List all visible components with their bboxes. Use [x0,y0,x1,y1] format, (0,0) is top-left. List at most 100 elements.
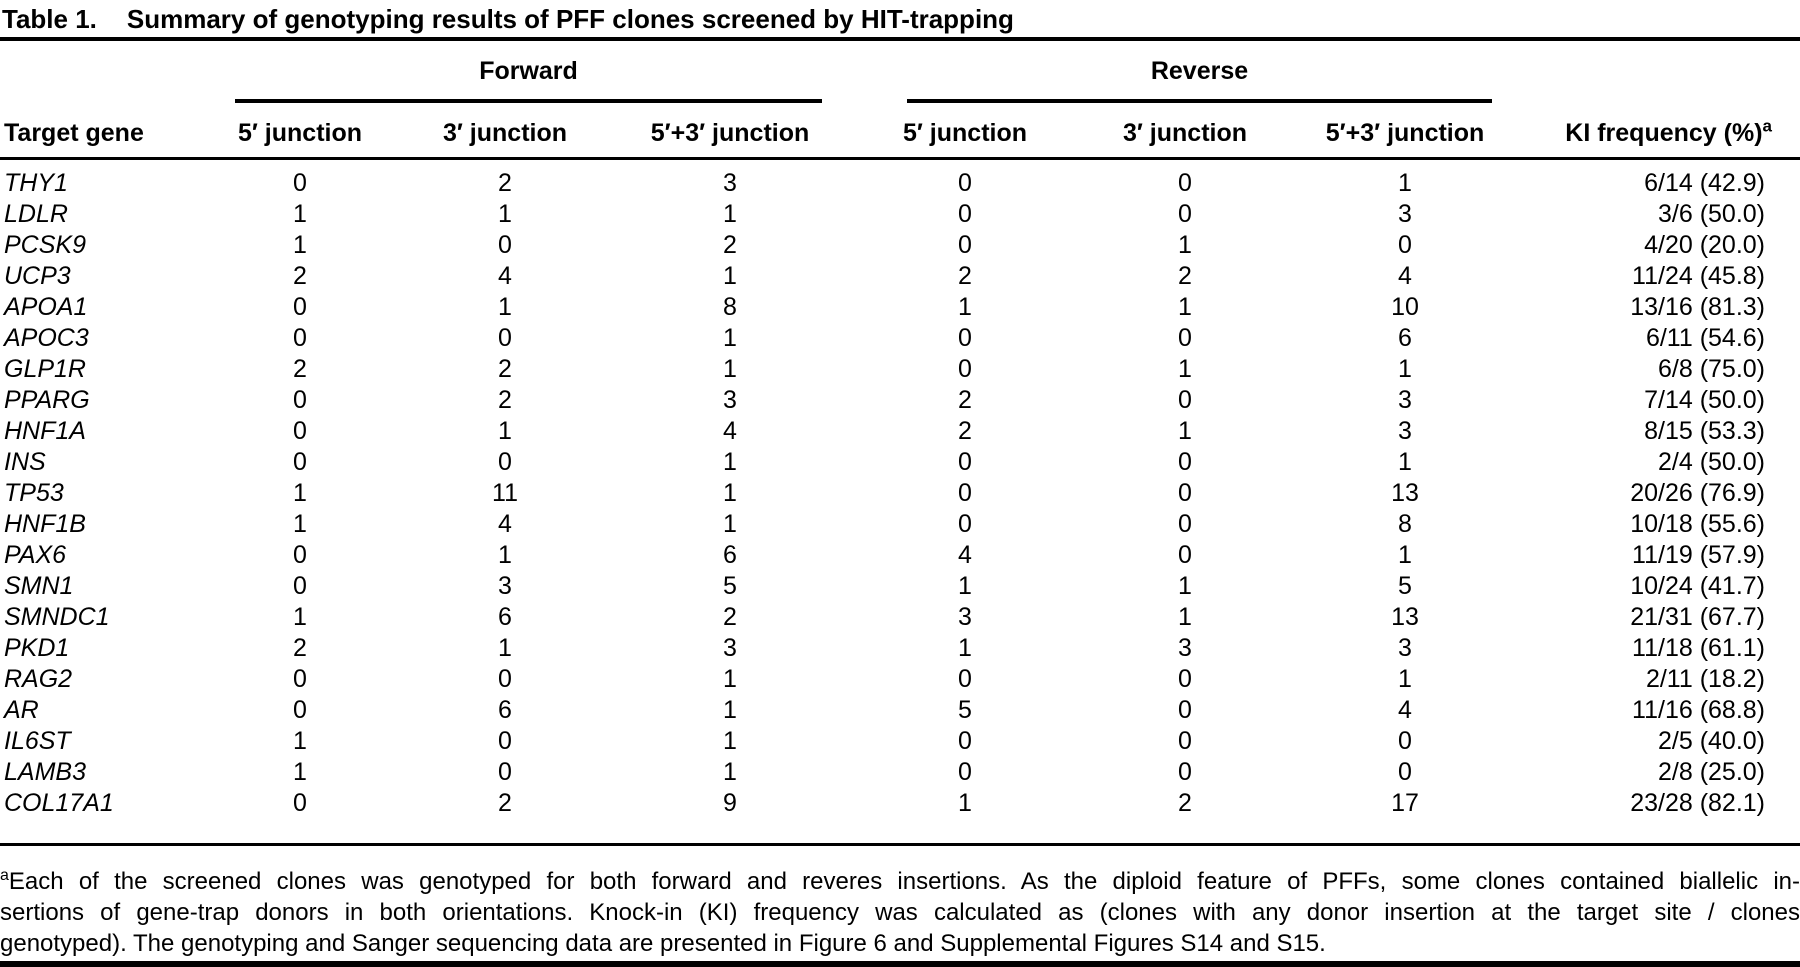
fwd-5-junction-cell: 2 [293,262,307,290]
table-row: SMNDC1 1 6 2 3 1 13 21/31 (67.7) [0,602,1800,633]
fwd-5-junction-cell: 2 [293,634,307,662]
column-header-row: Target gene 5′ junction 3′ junction 5′+3… [0,103,1800,160]
rev-5-junction-cell: 0 [958,727,972,755]
gene-name-cell: PKD1 [4,634,70,662]
fwd-5-3-junction-cell: 9 [723,789,737,817]
fwd-3-junction-cell: 0 [498,665,512,693]
table-row: SMN1 0 3 5 1 1 5 10/24 (41.7) [0,571,1800,602]
fwd-3-junction-cell: 2 [498,789,512,817]
table-row: PAX6 0 1 6 4 0 1 11/19 (57.9) [0,540,1800,571]
fwd-5-junction-cell: 0 [293,386,307,414]
fwd-5-junction-cell: 0 [293,448,307,476]
rev-5-junction-cell: 2 [958,386,972,414]
rev-5-3-junction-cell: 4 [1398,262,1412,290]
rev-5-3-junction-cell: 3 [1398,200,1412,228]
ki-frequency-cell: 2/8 (25.0) [1658,758,1766,786]
rev-5-junction-cell: 1 [958,293,972,321]
footnote-line-2: sertions of gene-trap donors in both ori… [0,897,1800,928]
fwd-5-junction-cell: 0 [293,541,307,569]
rev-5-junction-cell: 1 [958,789,972,817]
ki-frequency-cell: 10/18 (55.6) [1630,510,1766,538]
ki-frequency-cell: 7/14 (50.0) [1644,386,1766,414]
ki-frequency-cell: 20/26 (76.9) [1630,479,1766,507]
rev-5-3-junction-cell: 8 [1398,510,1412,538]
fwd-3-junction-cell: 3 [498,572,512,600]
rev-3-junction-cell: 1 [1178,603,1192,631]
fwd-3-junction-cell: 2 [498,386,512,414]
fwd-3-junction-cell: 0 [498,727,512,755]
table-row: TP53 1 11 1 0 0 13 20/26 (76.9) [0,478,1800,509]
rev-3-junction-cell: 0 [1178,665,1192,693]
table-row: RAG2 0 0 1 0 0 1 2/11 (18.2) [0,664,1800,695]
header-fwd-5-junction: 5′ junction [200,103,400,160]
rev-5-junction-cell: 0 [958,169,972,197]
rev-3-junction-cell: 0 [1178,727,1192,755]
rev-3-junction-cell: 1 [1178,572,1192,600]
rev-5-3-junction-cell: 1 [1398,169,1412,197]
table-body: THY1 0 2 3 0 0 1 6/14 (42.9) LDLR 1 1 1 … [0,159,1800,820]
rev-3-junction-cell: 1 [1178,417,1192,445]
ki-frequency-cell: 6/14 (42.9) [1644,169,1766,197]
genotyping-table: Forward Reverse Target gene 5′ junction … [0,41,1800,819]
rev-5-junction-cell: 5 [958,696,972,724]
fwd-5-junction-cell: 0 [293,696,307,724]
footnote-line-1: aEach of the screened clones was genotyp… [0,866,1800,897]
fwd-5-3-junction-cell: 1 [723,665,737,693]
rev-5-junction-cell: 0 [958,479,972,507]
fwd-3-junction-cell: 0 [498,758,512,786]
table-row: APOA1 0 1 8 1 1 10 13/16 (81.3) [0,292,1800,323]
rev-3-junction-cell: 0 [1178,448,1192,476]
rev-5-junction-cell: 1 [958,572,972,600]
footnote-line-3: genotyped). The genotyping and Sanger se… [0,928,1800,959]
table-row: LDLR 1 1 1 0 0 3 3/6 (50.0) [0,199,1800,230]
table-bottom-rule [0,843,1800,846]
fwd-5-junction-cell: 0 [293,324,307,352]
rev-5-junction-cell: 0 [958,665,972,693]
ki-frequency-cell: 3/6 (50.0) [1658,200,1766,228]
footnote-marker: a [0,867,9,884]
page-bottom-rule [0,961,1800,967]
header-target-gene: Target gene [0,103,200,160]
fwd-5-3-junction-cell: 1 [723,262,737,290]
rev-5-junction-cell: 0 [958,355,972,383]
rev-5-3-junction-cell: 10 [1391,293,1419,321]
ki-frequency-cell: 2/5 (40.0) [1658,727,1766,755]
rev-5-junction-cell: 1 [958,634,972,662]
footnote-line-1-text: Each of the screened clones was genotype… [8,868,1800,895]
rev-3-junction-cell: 2 [1178,262,1192,290]
ki-frequency-cell: 21/31 (67.7) [1630,603,1766,631]
rev-5-junction-cell: 0 [958,758,972,786]
fwd-5-junction-cell: 1 [293,479,307,507]
ki-frequency-cell: 11/16 (68.8) [1632,696,1766,724]
fwd-5-3-junction-cell: 1 [723,758,737,786]
table-row: APOC3 0 0 1 0 0 6 6/11 (54.6) [0,323,1800,354]
rev-3-junction-cell: 0 [1178,541,1192,569]
fwd-3-junction-cell: 4 [498,510,512,538]
ki-frequency-cell: 2/4 (50.0) [1658,448,1766,476]
reverse-group-label: Reverse [907,57,1493,103]
rev-5-junction-cell: 2 [958,262,972,290]
table-row: GLP1R 2 2 1 0 1 1 6/8 (75.0) [0,354,1800,385]
fwd-3-junction-cell: 1 [498,541,512,569]
fwd-5-3-junction-cell: 2 [723,231,737,259]
fwd-5-3-junction-cell: 1 [723,696,737,724]
rev-3-junction-cell: 0 [1178,696,1192,724]
gene-name-cell: COL17A1 [4,789,114,817]
ki-frequency-cell: 6/8 (75.0) [1658,355,1766,383]
group-header-row: Forward Reverse [0,41,1800,103]
gene-name-cell: AR [4,696,39,724]
rev-5-3-junction-cell: 13 [1391,603,1419,631]
rev-5-3-junction-cell: 13 [1391,479,1419,507]
gene-name-cell: TP53 [4,479,64,507]
ki-frequency-cell: 6/11 (54.6) [1645,324,1766,352]
gene-name-cell: LDLR [4,200,68,228]
ki-frequency-cell: 11/24 (45.8) [1632,262,1766,290]
rev-5-3-junction-cell: 3 [1398,386,1412,414]
rev-5-3-junction-cell: 0 [1398,727,1412,755]
fwd-5-3-junction-cell: 3 [723,634,737,662]
table-row: AR 0 6 1 5 0 4 11/16 (68.8) [0,695,1800,726]
fwd-5-3-junction-cell: 1 [723,727,737,755]
gene-name-cell: RAG2 [4,665,73,693]
footnote-line-2-text: sertions of gene-trap donors in both ori… [0,899,1800,926]
header-rev-3-junction: 3′ junction [1080,103,1290,160]
